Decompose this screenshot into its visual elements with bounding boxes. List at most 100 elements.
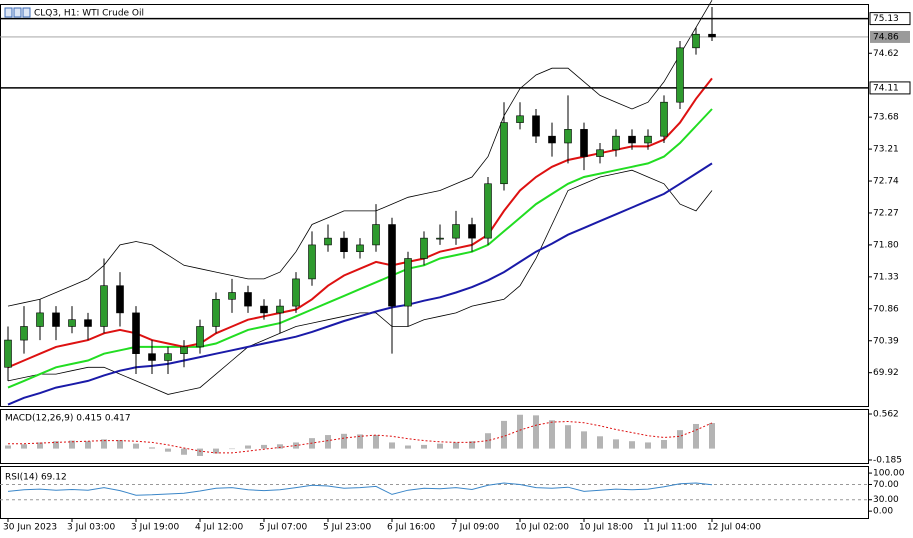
x-tick-label: 3 Jul 19:00 xyxy=(131,523,180,533)
macd-bar xyxy=(117,439,123,449)
macd-bar xyxy=(517,414,523,449)
y-tick-label: 74.62 xyxy=(873,49,899,59)
macd-bar xyxy=(501,420,507,449)
macd-label: MACD(12,26,9) 0.415 0.417 xyxy=(5,414,131,424)
candle-body xyxy=(244,292,252,307)
macd-bar xyxy=(53,441,59,449)
macd-bar xyxy=(325,435,331,449)
macd-bar xyxy=(389,442,395,449)
candle-body xyxy=(388,224,396,307)
candle-body xyxy=(468,224,476,239)
y-tick-label: 0.00 xyxy=(873,507,893,517)
x-tick-label: 30 Jun 2023 xyxy=(3,523,57,533)
macd-bar xyxy=(469,441,475,449)
y-tick-label: 100.00 xyxy=(873,469,905,479)
macd-bar xyxy=(37,442,43,449)
x-tick-label: 10 Jul 02:00 xyxy=(515,523,569,533)
candle-body xyxy=(276,305,284,314)
macd-bar xyxy=(181,448,187,455)
candle-body xyxy=(708,33,716,38)
macd-bar xyxy=(69,440,75,449)
macd-bar xyxy=(197,448,203,456)
rsi-panel-frame xyxy=(0,466,869,519)
candle-body xyxy=(484,183,492,239)
candle-body xyxy=(292,278,300,307)
candle-body xyxy=(644,135,652,144)
indicator-line xyxy=(7,108,713,389)
candle-body xyxy=(436,237,444,240)
x-tick-label: 7 Jul 09:00 xyxy=(451,523,500,533)
macd-bar xyxy=(5,445,11,449)
macd-bar xyxy=(453,442,459,449)
y-tick-label: 71.33 xyxy=(873,272,899,282)
y-tick-label: 73.68 xyxy=(873,113,899,123)
candle-body xyxy=(324,237,332,246)
level-label-box xyxy=(869,81,911,95)
candle-body xyxy=(4,339,12,368)
y-tick-label: 72.27 xyxy=(873,208,899,218)
candle-body xyxy=(580,129,588,157)
x-tick-label: 6 Jul 16:00 xyxy=(387,523,436,533)
y-tick-label: 69.92 xyxy=(873,368,899,378)
icon-part xyxy=(13,7,22,18)
candle-body xyxy=(676,47,684,103)
y-tick-label: -0.185 xyxy=(873,455,902,465)
candle-body xyxy=(180,346,188,354)
macd-bar xyxy=(677,430,683,449)
candle-body xyxy=(260,305,268,314)
candle-body xyxy=(132,312,140,354)
candle-body xyxy=(532,115,540,137)
icon-part xyxy=(22,7,31,18)
macd-bar xyxy=(21,444,27,449)
y-tick-label: 70.86 xyxy=(873,304,899,314)
macd-bar xyxy=(693,423,699,449)
candle-body xyxy=(36,312,44,327)
candle-body xyxy=(612,135,620,151)
candle-body xyxy=(100,285,108,327)
x-tick-label: 4 Jul 12:00 xyxy=(195,523,244,533)
candle-body xyxy=(116,285,124,314)
y-tick-label: 72.74 xyxy=(873,177,899,187)
candle-body xyxy=(340,237,348,253)
y-tick-label: 71.80 xyxy=(873,240,899,250)
macd-bar xyxy=(261,444,267,449)
macd-bar xyxy=(165,448,171,452)
y-tick-label: 0.562 xyxy=(873,410,899,420)
indicator-line xyxy=(7,0,713,307)
x-tick-label: 12 Jul 04:00 xyxy=(707,523,761,533)
x-tick-label: 11 Jul 11:00 xyxy=(643,523,697,533)
macd-bar xyxy=(101,439,107,449)
macd-bar xyxy=(85,441,91,449)
macd-bar xyxy=(581,431,587,449)
candle-body xyxy=(404,258,412,307)
candle-body xyxy=(500,122,508,185)
macd-bar xyxy=(133,443,139,449)
macd-bar xyxy=(533,415,539,449)
macd-bar xyxy=(373,435,379,449)
chart-title: CLQ3, H1: WTI Crude Oil xyxy=(34,9,144,19)
macd-bar xyxy=(277,444,283,449)
indicator-line xyxy=(7,169,713,395)
candle-body xyxy=(596,149,604,157)
rsi-line xyxy=(7,482,713,496)
candle-body xyxy=(196,326,204,348)
macd-bar xyxy=(549,420,555,449)
candle-body xyxy=(548,135,556,144)
level-label: 74.11 xyxy=(873,83,899,93)
x-tick-label: 5 Jul 23:00 xyxy=(323,523,372,533)
last-price-box xyxy=(870,30,910,43)
macd-bar xyxy=(597,436,603,449)
macd-signal xyxy=(8,420,713,454)
candle-body xyxy=(420,237,428,259)
y-tick-label: 73.21 xyxy=(873,145,899,155)
macd-bar xyxy=(357,434,363,449)
candle-body xyxy=(308,244,316,280)
macd-bar xyxy=(245,445,251,449)
indicator-line xyxy=(7,77,713,369)
macd-bar xyxy=(229,448,235,450)
macd-bar xyxy=(565,425,571,449)
macd-bar xyxy=(485,433,491,449)
x-tick-label: 5 Jul 07:00 xyxy=(259,523,308,533)
macd-bar xyxy=(341,433,347,449)
